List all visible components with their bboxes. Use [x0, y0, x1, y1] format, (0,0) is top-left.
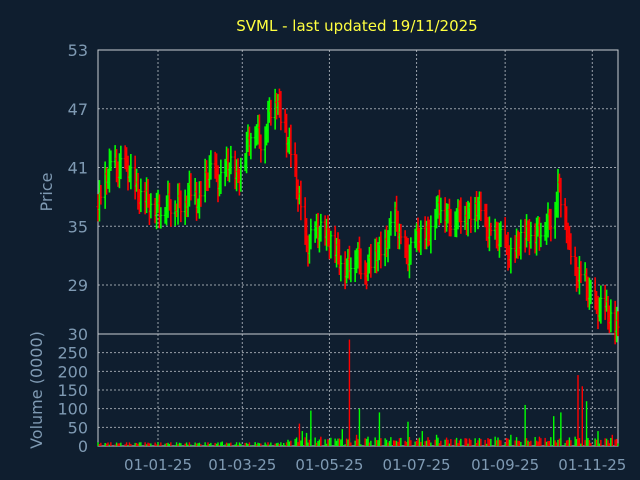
date-tick-label: 01-11-25: [558, 456, 626, 474]
date-tick-labels: 01-01-25 01-03-25 01-05-25 01-07-25 01-09-25…: [124, 456, 626, 474]
price-tick-label: 30: [68, 325, 88, 344]
price-panel-frame: [97, 49, 619, 335]
price-grid: [98, 50, 618, 334]
price-ohlc-bars: [96, 88, 620, 345]
volume-tick-label: 250: [57, 344, 88, 363]
volume-tick-label: 150: [57, 381, 88, 400]
volume-axis-title: Volume (0000): [27, 331, 46, 449]
volume-tick-label: 0: [78, 437, 88, 456]
volume-tick-label: 100: [57, 400, 88, 419]
date-tick-label: 01-03-25: [208, 456, 276, 474]
date-tick-label: 01-07-25: [383, 456, 451, 474]
date-tick-label: 01-01-25: [124, 456, 192, 474]
price-axis-title: Price: [37, 172, 56, 211]
date-tick-label: 01-05-25: [295, 456, 363, 474]
price-tick-label: 53: [68, 41, 88, 60]
volume-grid: [98, 334, 618, 446]
price-tick-label: 29: [68, 276, 88, 295]
date-tick-label: 01-09-25: [471, 456, 539, 474]
price-tick-labels: 53 47 41 35 29 30: [68, 41, 88, 344]
volume-bars: [97, 339, 619, 446]
volume-tick-label: 200: [57, 362, 88, 381]
price-tick-label: 47: [68, 100, 88, 119]
volume-tick-label: 50: [68, 418, 88, 437]
price-tick-label: 41: [68, 159, 88, 178]
price-tick-label: 35: [68, 217, 88, 236]
chart-title: SVML - last updated 19/11/2025: [236, 17, 477, 35]
